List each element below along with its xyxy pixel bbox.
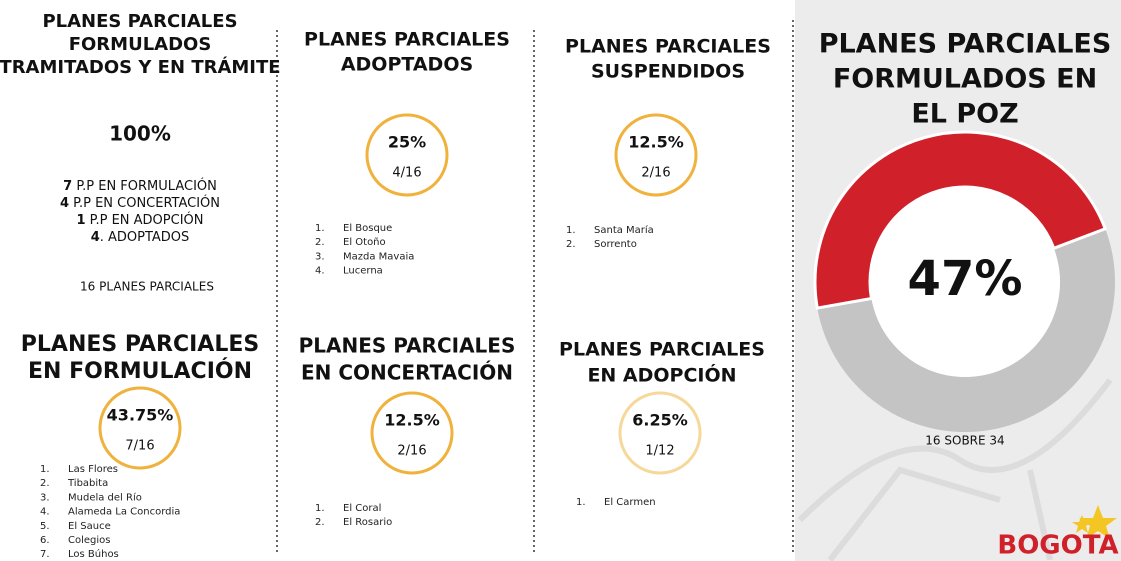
- percent: 25%: [388, 133, 426, 152]
- panel-title: FORMULADOS EN: [833, 64, 1097, 95]
- summary-item: 7 P.P EN FORMULACIÓN: [63, 178, 217, 194]
- panel-title: PLANES PARCIALES: [299, 334, 516, 358]
- summary-text: P.P EN ADOPCIÓN: [86, 212, 204, 228]
- list-number: 2.: [40, 478, 50, 489]
- ring: [614, 113, 698, 197]
- panel-title: FORMULADOS: [69, 34, 212, 55]
- list-number: 2.: [315, 517, 325, 528]
- list-item: Las Flores: [68, 464, 118, 475]
- list-number: 3.: [315, 251, 325, 262]
- star: [1072, 515, 1092, 533]
- summary-number: 1: [76, 213, 85, 228]
- list-item: El Bosque: [343, 223, 392, 234]
- logo-text: BOGOTA: [997, 531, 1118, 561]
- panel-title: PLANES PARCIALES: [21, 332, 259, 357]
- ring: [98, 386, 182, 470]
- list-number: 1.: [566, 225, 576, 236]
- panel-title: PLANES PARCIALES: [559, 339, 765, 361]
- logo: BOGOTA: [997, 505, 1119, 561]
- list-item: Sorrento: [594, 239, 637, 250]
- panel-title: SUSPENDIDOS: [591, 61, 745, 83]
- fraction: 7/16: [125, 439, 154, 454]
- list-item: El Otoño: [343, 237, 386, 248]
- list-item: Tibabita: [67, 478, 108, 489]
- list-item: Mudela del Río: [68, 491, 142, 503]
- list-item: El Sauce: [68, 521, 111, 532]
- list-item: El Coral: [343, 503, 381, 514]
- summary-text: . ADOPTADOS: [100, 230, 190, 245]
- list-item: Los Búhos: [68, 548, 119, 560]
- list-number: 7.: [40, 549, 50, 560]
- panel-title: PLANES PARCIALES: [819, 29, 1112, 60]
- list-number: 1.: [315, 503, 325, 514]
- fraction: 2/16: [397, 444, 426, 459]
- list-item: Santa María: [594, 224, 654, 236]
- list-item: Colegios: [68, 535, 111, 546]
- star: [1079, 505, 1117, 539]
- percent: 12.5%: [628, 133, 684, 152]
- panel-title: PLANES PARCIALES: [304, 29, 510, 51]
- summary-item: 4. ADOPTADOS: [91, 230, 190, 245]
- summary-item: 1 P.P EN ADOPCIÓN: [76, 212, 203, 228]
- list-number: 6.: [40, 535, 50, 546]
- summary-item: 4 P.P EN CONCERTACIÓN: [60, 195, 220, 211]
- list-item: Lucerna: [343, 266, 383, 277]
- list-number: 1.: [576, 497, 586, 508]
- list-number: 2.: [315, 237, 325, 248]
- percent: 100%: [109, 122, 171, 146]
- list-item: Mazda Mavaia: [343, 251, 414, 262]
- panel-title: EN FORMULACIÓN: [28, 358, 252, 384]
- total: 16 PLANES PARCIALES: [80, 280, 214, 294]
- panel-title: EL POZ: [911, 99, 1018, 130]
- list-item: Alameda La Concordia: [68, 507, 180, 518]
- summary-number: 4: [91, 230, 100, 245]
- summary-number: 4: [60, 196, 69, 211]
- ring: [618, 391, 702, 475]
- panel-title: EN ADOPCIÓN: [587, 363, 736, 387]
- caption: 16 SOBRE 34: [925, 434, 1004, 448]
- percent: 12.5%: [384, 411, 440, 430]
- panel-title: PLANES PARCIALES: [42, 11, 237, 32]
- percent: 6.25%: [632, 411, 688, 430]
- list-number: 1.: [40, 464, 50, 475]
- list-number: 2.: [566, 239, 576, 250]
- ring: [370, 391, 454, 475]
- map-roads: [797, 378, 1113, 561]
- fraction: 1/12: [645, 444, 674, 459]
- donut-hole: [870, 187, 1060, 377]
- panel-title: EN CONCERTACIÓN: [301, 361, 513, 385]
- panel-title: PLANES PARCIALES: [565, 36, 771, 58]
- donut-label: 47%: [908, 251, 1023, 307]
- fraction: 2/16: [641, 166, 670, 181]
- list-number: 1.: [315, 223, 325, 234]
- percent: 43.75%: [107, 406, 174, 425]
- summary-number: 7: [63, 179, 72, 194]
- list-number: 4.: [40, 507, 50, 518]
- list-item: El Rosario: [343, 517, 392, 528]
- fraction: 4/16: [392, 166, 421, 181]
- list-number: 4.: [315, 266, 325, 277]
- list-number: 5.: [40, 521, 50, 532]
- list-item: El Carmen: [604, 497, 656, 508]
- summary-text: P.P EN CONCERTACIÓN: [69, 195, 220, 211]
- summary-text: P.P EN FORMULACIÓN: [72, 178, 217, 194]
- list-number: 3.: [40, 492, 50, 503]
- ring: [365, 113, 449, 197]
- panel-title: TRAMITADOS Y EN TRÁMITE: [0, 56, 281, 78]
- panel-title: ADOPTADOS: [341, 54, 473, 76]
